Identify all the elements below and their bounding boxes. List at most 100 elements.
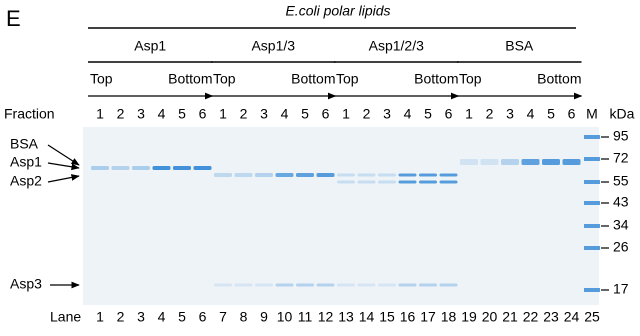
lane-number: 16 — [400, 309, 416, 325]
gel-band — [214, 173, 232, 177]
gel-band — [214, 284, 232, 287]
fraction-number: 4 — [158, 106, 166, 122]
lane-number: 25 — [584, 309, 600, 325]
gel — [83, 127, 599, 305]
fraction-number: 4 — [527, 106, 535, 122]
bottom-label: Bottom — [168, 71, 212, 87]
top-label: Top — [213, 71, 236, 87]
lane-number: 20 — [482, 309, 498, 325]
gel-band — [255, 173, 273, 177]
lane-number: 14 — [359, 309, 375, 325]
lane-number: 7 — [219, 309, 227, 325]
gel-band — [501, 159, 519, 165]
gel-band — [399, 181, 417, 184]
fraction-number: 4 — [404, 106, 412, 122]
protein-arrow — [48, 176, 79, 182]
fraction-number: 5 — [547, 106, 555, 122]
group-name: Asp1 — [134, 38, 166, 54]
fraction-number: 1 — [96, 106, 104, 122]
gel-band — [460, 159, 478, 165]
bottom-label: Bottom — [537, 71, 581, 87]
gel-band — [235, 173, 253, 177]
gel-band — [522, 159, 540, 165]
gel-band — [276, 284, 294, 287]
title: E.coli polar lipids — [285, 3, 390, 19]
top-label: Top — [90, 71, 113, 87]
gel-band — [276, 173, 294, 177]
gel-band — [194, 166, 212, 170]
lane-number: 9 — [260, 309, 268, 325]
fraction-number: 2 — [240, 106, 248, 122]
gel-band — [358, 181, 376, 184]
fraction-number: 1 — [465, 106, 473, 122]
fraction-number: 3 — [260, 106, 268, 122]
gel-band — [317, 173, 335, 177]
marker-band — [584, 201, 600, 205]
lane-number: 3 — [137, 309, 145, 325]
fraction-number: 1 — [219, 106, 227, 122]
gel-band — [132, 166, 150, 170]
fraction-number: 6 — [322, 106, 330, 122]
gel-band — [153, 166, 171, 170]
fraction-number: 5 — [301, 106, 309, 122]
fraction-number: 2 — [363, 106, 371, 122]
gel-band — [337, 284, 355, 287]
marker-band — [584, 288, 600, 292]
marker-band — [584, 180, 600, 184]
group-name: BSA — [505, 38, 534, 54]
marker-label: 72 — [613, 150, 629, 166]
lane-number: 13 — [338, 309, 354, 325]
lane-number: 18 — [441, 309, 457, 325]
fraction-number: 2 — [486, 106, 494, 122]
unit-label: kDa — [610, 106, 635, 122]
gel-band — [563, 159, 581, 165]
lane-number: 22 — [523, 309, 539, 325]
group-name: Asp1/3 — [251, 38, 295, 54]
lane-number: 24 — [564, 309, 580, 325]
protein-label: Asp2 — [10, 173, 42, 189]
gel-band — [481, 159, 499, 165]
fraction-number: 5 — [424, 106, 432, 122]
gel-band — [399, 284, 417, 287]
fraction-number: 3 — [383, 106, 391, 122]
bottom-label: Bottom — [414, 71, 458, 87]
gel-band — [542, 159, 560, 165]
gel-band — [358, 174, 376, 177]
marker-band — [584, 157, 600, 161]
gel-band — [419, 284, 437, 287]
gel-band — [255, 284, 273, 287]
fraction-number: 6 — [568, 106, 576, 122]
lane-number: 19 — [461, 309, 477, 325]
lane-number: 6 — [199, 309, 207, 325]
fraction-number: 4 — [281, 106, 289, 122]
gel-band — [419, 181, 437, 184]
gel-band — [378, 181, 396, 184]
gel-band — [317, 284, 335, 287]
gel-band — [378, 284, 396, 287]
panel-label: E — [6, 6, 21, 31]
gel-band — [173, 166, 191, 170]
lane-number: 11 — [298, 309, 313, 325]
marker-band — [584, 135, 600, 139]
fraction-number: 3 — [506, 106, 514, 122]
protein-arrow — [48, 163, 79, 168]
marker-label: 43 — [613, 194, 629, 210]
gel-band — [235, 284, 253, 287]
gel-band — [91, 166, 109, 170]
gel-band — [399, 174, 417, 177]
marker-label: 55 — [613, 173, 629, 189]
lane-number: 1 — [96, 309, 104, 325]
lane-number: 5 — [178, 309, 186, 325]
group-name: Asp1/2/3 — [369, 38, 424, 54]
protein-arrow — [48, 145, 79, 165]
gel-band — [440, 174, 458, 177]
gel-band — [296, 284, 314, 287]
lane-number: 21 — [502, 309, 518, 325]
lane-number: 4 — [158, 309, 166, 325]
fraction-number: 6 — [445, 106, 453, 122]
fraction-number: 6 — [199, 106, 207, 122]
top-label: Top — [459, 71, 482, 87]
gel-band — [337, 181, 355, 184]
gel-band — [296, 173, 314, 177]
fraction-number: 5 — [178, 106, 186, 122]
